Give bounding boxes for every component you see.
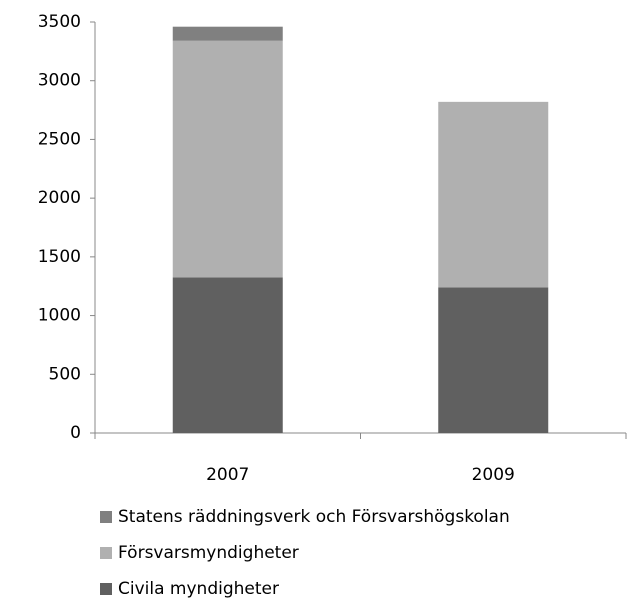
- legend-swatch: [100, 547, 112, 559]
- legend-label: Civila myndigheter: [118, 579, 279, 599]
- y-tick-label: 2500: [38, 129, 81, 149]
- y-tick-label: 1000: [38, 306, 81, 326]
- bar-segment: [172, 277, 283, 433]
- y-tick-label: 500: [49, 364, 81, 384]
- y-tick-label: 2000: [38, 188, 81, 208]
- x-tick-label: 2007: [206, 465, 249, 485]
- y-tick-label: 0: [70, 423, 81, 443]
- bar-segment: [438, 287, 549, 433]
- legend-label: Försvarsmyndigheter: [118, 543, 299, 563]
- y-tick-label: 3000: [38, 71, 81, 91]
- bar-segment: [172, 26, 283, 41]
- bar-segment: [172, 40, 283, 278]
- x-tick-label: 2009: [472, 465, 515, 485]
- legend-swatch: [100, 511, 112, 523]
- y-tick-label: 1500: [38, 247, 81, 267]
- legend-label: Statens räddningsverk och Försvarshögsko…: [118, 507, 510, 527]
- bar-segment: [438, 101, 549, 288]
- legend-swatch: [100, 583, 112, 595]
- y-tick-label: 3500: [38, 12, 81, 32]
